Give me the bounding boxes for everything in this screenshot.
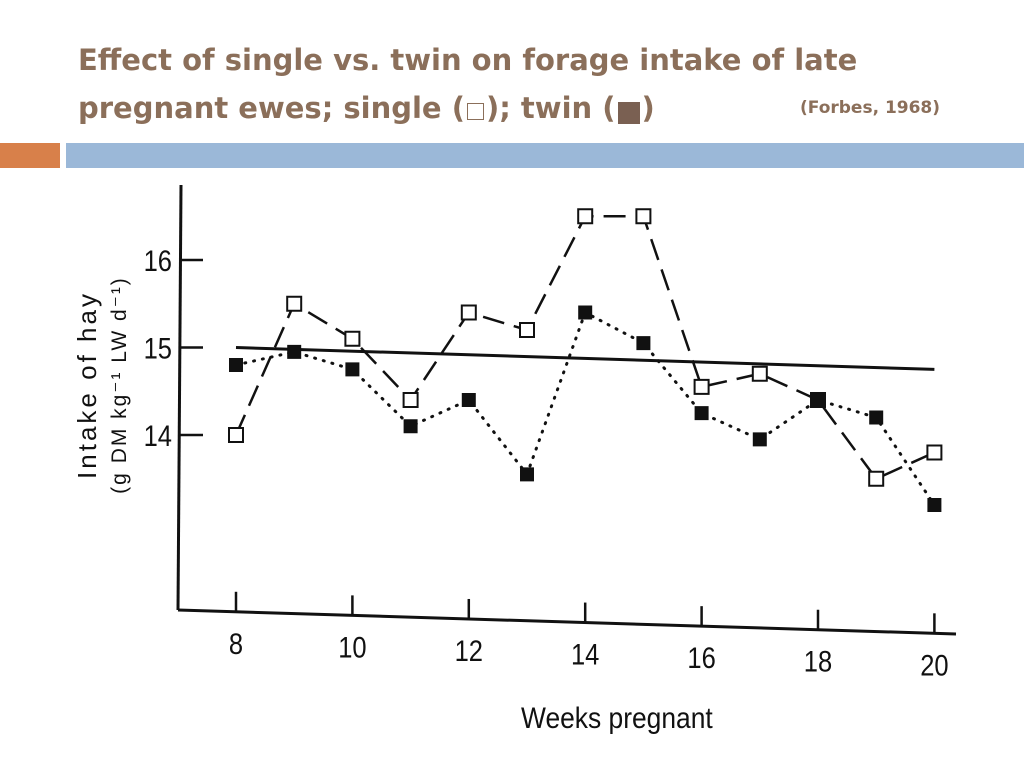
- accent-bar-blue: [66, 143, 1024, 168]
- y-tick-label: 14: [144, 419, 172, 452]
- data-point-single: [635, 208, 652, 225]
- y-tick-label: 15: [144, 332, 172, 365]
- y-tick-label: 16: [144, 244, 172, 277]
- data-point-single: [868, 470, 885, 487]
- slide-title: Effect of single vs. twin on forage inta…: [78, 36, 978, 132]
- x-tick-label: 20: [920, 648, 948, 681]
- data-point-twin: [752, 432, 767, 447]
- open-square-icon: [466, 103, 484, 120]
- x-tick-label: 8: [229, 627, 243, 660]
- data-point-twin: [229, 358, 243, 372]
- y-axis-title-line-2: (g DM kg⁻¹ LW d⁻¹): [108, 276, 131, 494]
- title-line-2-part-b: ); twin (: [485, 91, 616, 125]
- data-point-twin: [811, 393, 825, 407]
- title-line-2-part-a: pregnant ewes; single (: [78, 91, 465, 125]
- data-point-single: [286, 295, 303, 312]
- x-tick-label: 18: [804, 645, 832, 678]
- data-point-single: [519, 322, 535, 338]
- data-point-single: [693, 378, 710, 395]
- data-point-single: [402, 392, 419, 408]
- title-line-2-part-c: ): [641, 91, 655, 125]
- data-point-single: [577, 208, 594, 225]
- series-line-twin: [234, 310, 936, 507]
- data-point-single: [460, 304, 477, 321]
- series-line-single: [234, 215, 935, 481]
- trend-line: [235, 346, 935, 371]
- x-tick-label: 12: [455, 634, 483, 667]
- x-tick-label: 16: [687, 641, 715, 674]
- x-tick-label: 14: [571, 638, 599, 671]
- data-point-twin: [345, 362, 360, 377]
- data-point-single: [926, 444, 943, 461]
- data-point-twin: [694, 406, 709, 421]
- y-axis: [176, 184, 183, 611]
- accent-bar-orange: [0, 143, 60, 168]
- y-axis-title-line-1: Intake of hay: [72, 291, 102, 479]
- data-point-twin: [520, 467, 534, 482]
- citation: (Forbes, 1968): [800, 98, 941, 118]
- data-point-twin: [287, 344, 302, 359]
- data-point-twin: [636, 336, 651, 351]
- data-point-twin: [578, 305, 593, 320]
- data-point-twin: [461, 393, 476, 407]
- data-point-twin: [403, 419, 418, 434]
- title-line-1: Effect of single vs. twin on forage inta…: [78, 43, 858, 77]
- data-point-single: [344, 330, 361, 347]
- x-axis: [177, 608, 957, 636]
- x-axis-title: Weeks pregnant: [521, 700, 713, 734]
- filled-square-icon: [617, 102, 640, 124]
- title-line-2: pregnant ewes; single ( ); twin (): [78, 84, 978, 132]
- data-point-single: [228, 427, 244, 443]
- x-tick-label: 10: [338, 630, 366, 663]
- data-point-twin: [927, 498, 942, 512]
- data-point-twin: [869, 410, 884, 425]
- data-point-single: [751, 365, 768, 382]
